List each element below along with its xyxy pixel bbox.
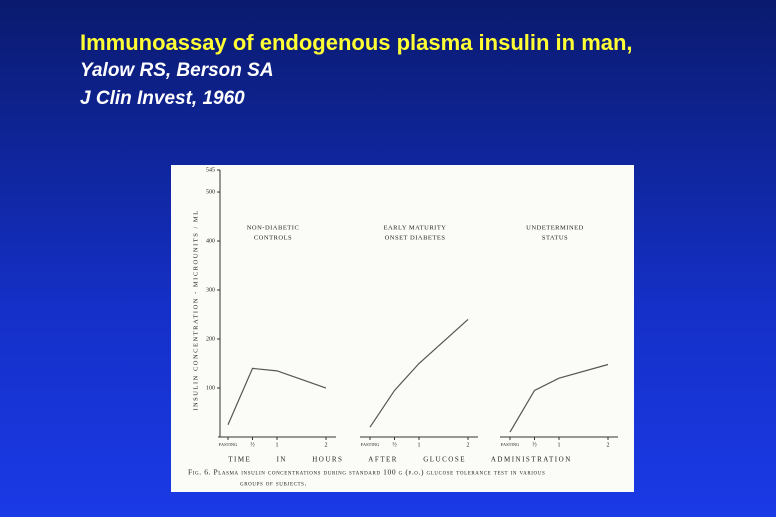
y-axis-label: INSULIN CONCENTRATION - MICROUNITS / ML [192, 209, 199, 410]
x-tick-label: 1 [558, 442, 561, 448]
journal: J Clin Invest, 1960 [80, 88, 245, 109]
y-tick-label: 300 [206, 287, 215, 293]
x-tick-label: FASTING [219, 442, 238, 447]
panel-title: CONTROLS [254, 234, 292, 241]
mean-line [227, 367, 327, 425]
x-axis-label: TIME IN HOURS AFTER GLUCOSE ADMINISTRATI… [228, 456, 572, 464]
x-tick-label: 2 [607, 442, 610, 448]
figure-background [171, 165, 634, 492]
mean-line [369, 318, 469, 428]
x-tick-label: ½ [532, 441, 537, 448]
y-tick-label: 400 [206, 238, 215, 244]
x-tick-label: 1 [418, 442, 421, 448]
panel-title: EARLY MATURITY [384, 224, 447, 231]
panel-title: STATUS [542, 234, 568, 241]
caption: groups of subjects. [240, 479, 307, 488]
slide-title: Immunoassay of endogenous plasma insulin… [80, 30, 633, 55]
x-tick-label: ½ [250, 441, 255, 448]
caption: Fig. 6. Plasma insulin concentrations du… [188, 468, 545, 477]
panel-title: UNDETERMINED [526, 224, 584, 231]
x-tick-label: 2 [325, 442, 328, 448]
y-tick-label: 100 [206, 385, 215, 391]
y-tick-label: 200 [206, 336, 215, 342]
y-tick-label: 545 [206, 167, 215, 173]
panel-title: NON-DIABETIC [247, 224, 300, 231]
x-tick-label: ½ [392, 441, 397, 448]
mean-line [509, 363, 609, 433]
x-tick-label: 2 [467, 442, 470, 448]
x-tick-label: FASTING [361, 442, 380, 447]
x-tick-label: FASTING [501, 442, 520, 447]
panel-title: ONSET DIABETES [385, 234, 446, 241]
y-tick-label: 500 [206, 189, 215, 195]
x-tick-label: 1 [276, 442, 279, 448]
authors: Yalow RS, Berson SA [80, 60, 274, 81]
